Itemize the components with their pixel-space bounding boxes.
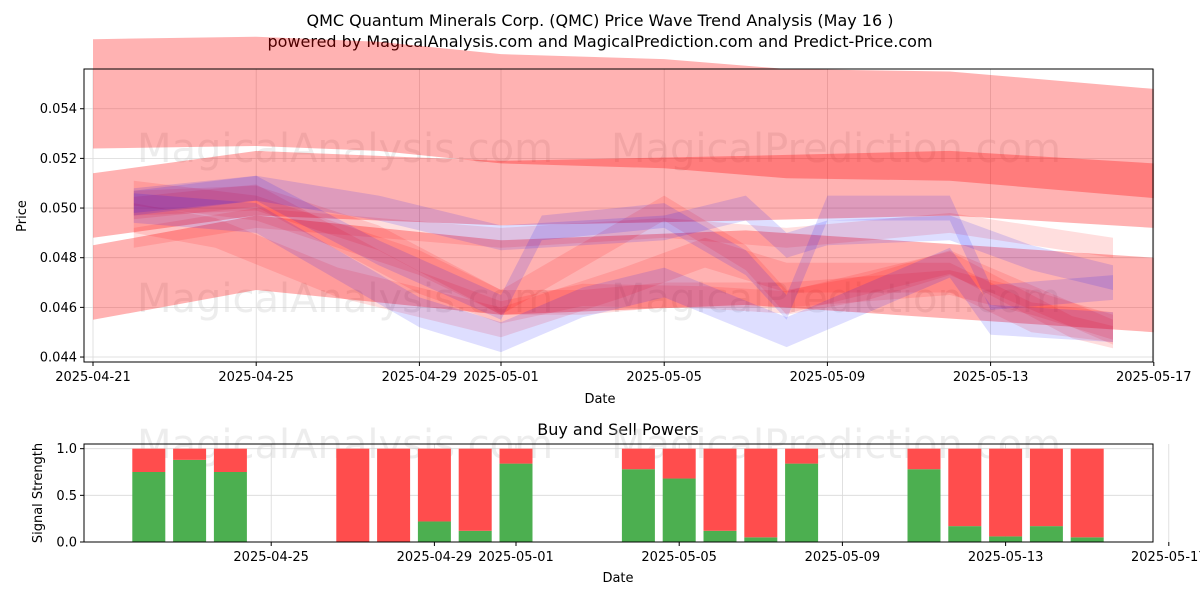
price-x-tick-label: 2025-05-05: [626, 370, 702, 385]
signal-chart-ticks: 2025-04-25 2025-04-29 2025-05-01 2025-05-05…: [56, 442, 1200, 565]
price-band-5: [133, 180, 1114, 345]
price-y-tick-label: 0.048: [40, 251, 77, 266]
buy-bar: [989, 536, 1023, 542]
signal-x-label: Date: [602, 571, 633, 586]
price-y-tick-label: 0.046: [40, 301, 77, 316]
buy-bar: [132, 472, 166, 542]
price-x-tick-label: 2025-04-25: [218, 370, 294, 385]
sell-bar: [662, 448, 696, 479]
signal-y-tick-label: 0.0: [56, 536, 77, 551]
price-band-10: [133, 175, 1114, 290]
price-band-9: [133, 175, 1114, 320]
price-chart-grid: [84, 69, 1155, 362]
sell-bar: [377, 448, 411, 542]
sell-bar: [989, 448, 1023, 537]
sell-bar: [499, 448, 533, 464]
buy-bar: [948, 526, 982, 542]
signal-chart: Buy and Sell Powers MagicalAnalysis.com …: [31, 420, 1200, 586]
signal-x-tick-label: 2025-04-25: [233, 550, 309, 565]
signal-y-label: Signal Strength: [31, 443, 46, 543]
signal-y-tick-label: 0.5: [56, 489, 77, 504]
sell-bar: [907, 448, 941, 470]
watermark-4: MagicalPrediction.com: [611, 276, 1061, 322]
sell-bar: [785, 448, 819, 464]
sell-bar: [173, 448, 207, 460]
price-x-tick-label: 2025-05-09: [790, 370, 866, 385]
price-y-label: Price: [15, 200, 30, 232]
price-band-8: [133, 184, 1114, 349]
price-chart-ticks: 2025-04-21 2025-04-25 2025-04-29 2025-05-01…: [40, 102, 1192, 385]
signal-x-tick-label: 2025-04-29: [397, 550, 473, 565]
price-y-tick-label: 0.050: [40, 202, 77, 217]
sell-bar: [213, 448, 247, 472]
chart-title-line1: QMC Quantum Minerals Corp. (QMC) Price W…: [306, 11, 893, 30]
buy-bar: [1029, 526, 1063, 542]
buy-bar: [499, 463, 533, 542]
buy-bar: [662, 478, 696, 542]
signal-x-tick-label: 2025-05-01: [478, 550, 554, 565]
buy-bar: [703, 530, 737, 542]
buy-bar: [907, 469, 941, 542]
buy-bar: [744, 537, 778, 542]
price-y-tick-label: 0.054: [40, 102, 77, 117]
price-band-6: [133, 208, 1114, 258]
price-y-tick-label: 0.052: [40, 152, 77, 167]
buy-bar: [417, 521, 451, 542]
sell-bar: [1070, 448, 1104, 538]
sell-bar: [458, 448, 492, 531]
sell-bar: [132, 448, 166, 472]
buy-bar: [1070, 537, 1104, 542]
buy-bar: [458, 530, 492, 542]
price-x-label: Date: [584, 392, 615, 407]
signal-x-tick-label: 2025-05-09: [805, 550, 881, 565]
sell-bar: [744, 448, 778, 538]
sell-bar: [417, 448, 451, 522]
price-band-7: [133, 203, 1114, 343]
price-x-tick-label: 2025-04-29: [382, 370, 458, 385]
signal-y-tick-label: 1.0: [56, 442, 77, 457]
buy-bar: [785, 463, 819, 542]
buy-bar: [621, 469, 655, 542]
buy-bar: [173, 459, 207, 542]
watermark-1: MagicalAnalysis.com: [137, 126, 553, 172]
price-x-tick-label: 2025-05-01: [463, 370, 539, 385]
price-x-tick-label: 2025-05-13: [953, 370, 1029, 385]
signal-x-tick-label: 2025-05-17: [1131, 550, 1200, 565]
watermark-2: MagicalPrediction.com: [611, 126, 1061, 172]
sell-bar: [1029, 448, 1063, 527]
sell-bar: [703, 448, 737, 531]
sell-bar: [336, 448, 370, 542]
signal-chart-frame: [83, 443, 1154, 543]
signal-x-tick-label: 2025-05-13: [968, 550, 1044, 565]
price-band-11: [133, 193, 1114, 353]
chart-title-line2: powered by MagicalAnalysis.com and Magic…: [267, 32, 932, 51]
buy-bar: [213, 472, 247, 542]
price-chart-frame: [83, 68, 1154, 363]
price-y-tick-label: 0.044: [40, 351, 77, 366]
signal-x-tick-label: 2025-05-05: [641, 550, 717, 565]
price-band-4: [133, 185, 1114, 340]
sell-bar: [948, 448, 982, 527]
price-bands: [93, 36, 1154, 353]
price-x-tick-label: 2025-05-17: [1116, 370, 1192, 385]
price-band-1: [93, 36, 1154, 199]
price-band-2: [93, 150, 1154, 238]
sell-bar: [621, 448, 655, 470]
price-x-tick-label: 2025-04-21: [55, 370, 131, 385]
signal-bars: [132, 448, 1104, 542]
signal-chart-title: Buy and Sell Powers: [537, 420, 699, 439]
price-band-3: [93, 215, 1154, 333]
price-chart: MagicalAnalysis.com MagicalPrediction.co…: [15, 36, 1192, 407]
watermark-3: MagicalAnalysis.com: [137, 276, 553, 322]
